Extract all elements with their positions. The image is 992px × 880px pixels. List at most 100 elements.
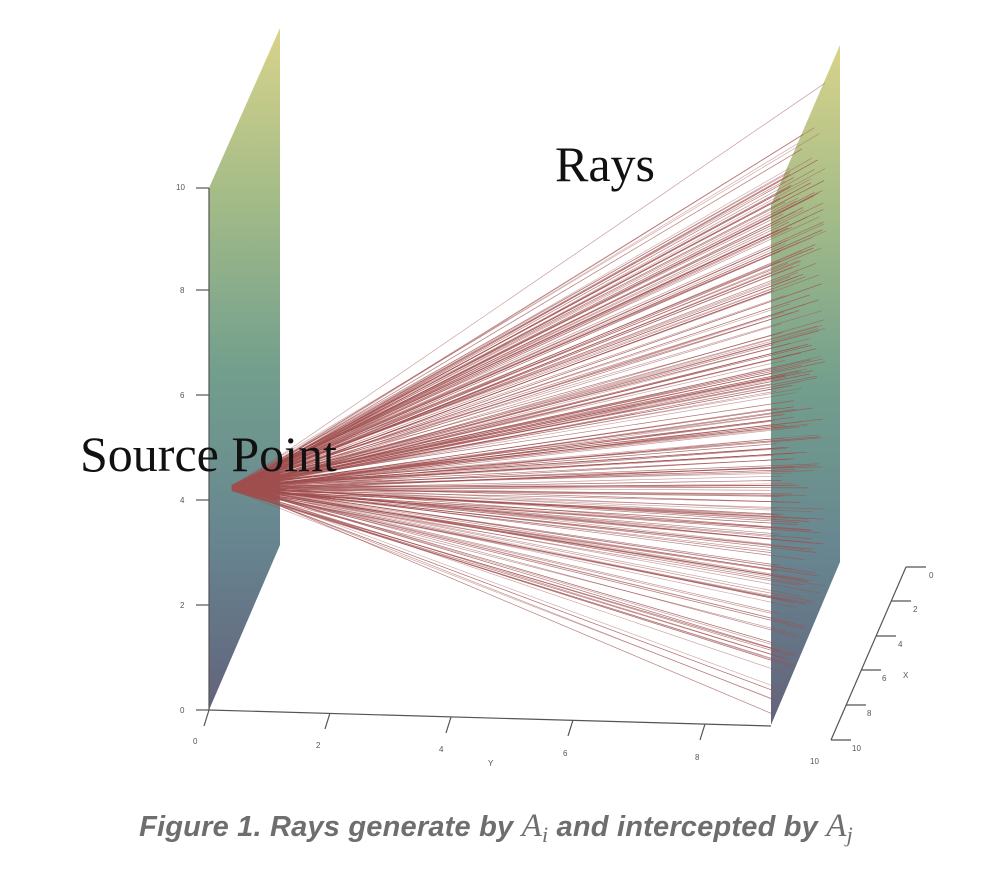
ray (231, 490, 785, 601)
vertical-tick-6: 6 (180, 391, 185, 400)
x-axis-label: X (903, 671, 909, 680)
ray (231, 489, 776, 701)
ray (231, 486, 817, 553)
ray (231, 437, 823, 487)
y-tick-10: 10 (810, 757, 819, 766)
source-point-label: Source Point (80, 426, 337, 482)
vertical-tick-8: 8 (180, 286, 185, 295)
ray (231, 486, 797, 608)
ray (231, 182, 811, 489)
ray (231, 464, 817, 492)
ray (231, 260, 800, 492)
ray (231, 485, 779, 599)
ray (231, 488, 813, 550)
ray (231, 180, 825, 487)
ray (231, 413, 784, 487)
target-subscript: j (846, 822, 853, 847)
y-tick-2: 2 (316, 741, 321, 750)
ray-diagram: 0 2 4 6 8 10 0 2 4 6 8 10 Y 0 2 4 6 8 10 (80, 28, 934, 768)
y-tick-6: 6 (563, 749, 568, 758)
ray (231, 323, 782, 491)
vertical-axis: 0 2 4 6 8 10 (176, 183, 210, 715)
x-axis: 0 2 4 6 8 10 X (830, 566, 934, 753)
ray (231, 82, 825, 490)
x-tick-6: 6 (882, 674, 887, 683)
y-axis: 0 2 4 6 8 10 Y (193, 709, 819, 768)
target-symbol: Aj (826, 808, 853, 847)
ray (231, 370, 813, 489)
x-tick-0: 0 (929, 571, 934, 580)
ray (231, 190, 823, 489)
ray (231, 488, 774, 661)
ray (231, 377, 817, 491)
ray (231, 443, 777, 489)
vertical-tick-10: 10 (176, 183, 185, 192)
ray (231, 434, 820, 487)
ray (231, 243, 786, 490)
ray (231, 381, 801, 490)
ray (231, 423, 810, 489)
vertical-tick-0: 0 (180, 706, 185, 715)
ray (231, 485, 809, 489)
ray (231, 484, 779, 510)
ray (231, 487, 790, 661)
ray (231, 227, 789, 488)
ray (231, 470, 814, 489)
ray (231, 213, 784, 487)
ray (231, 488, 790, 656)
ray (231, 143, 798, 489)
ray (231, 375, 818, 487)
ray (231, 485, 801, 503)
ray (231, 490, 812, 531)
ray (231, 207, 804, 489)
ray (231, 127, 815, 492)
figure-caption: Figure 1. Rays generate by Ai and interc… (0, 808, 992, 848)
source-panel (209, 28, 280, 710)
ray (231, 485, 816, 574)
ray (231, 276, 806, 489)
ray (231, 386, 784, 488)
source-subscript: i (541, 822, 549, 847)
ray (231, 488, 792, 667)
ray (231, 488, 780, 529)
ray (231, 489, 778, 572)
ray (231, 489, 799, 586)
ray (231, 226, 793, 491)
ray (231, 242, 782, 488)
ray (231, 447, 779, 491)
ray (231, 437, 786, 491)
ray (231, 274, 820, 490)
rays-label: Rays (555, 136, 655, 192)
ray (231, 167, 790, 490)
ray (231, 325, 823, 490)
ray (231, 486, 772, 700)
ray (231, 487, 808, 520)
ray (231, 485, 781, 690)
x-tick-8: 8 (867, 709, 872, 718)
ray (231, 377, 786, 489)
ray (231, 180, 785, 487)
ray (231, 490, 795, 666)
ray (231, 171, 790, 487)
ray (231, 418, 823, 486)
ray (231, 487, 772, 551)
vertical-tick-4: 4 (180, 496, 185, 505)
ray (231, 392, 796, 488)
ray (231, 489, 794, 635)
ray (231, 134, 803, 490)
ray (231, 332, 783, 486)
ray (231, 250, 782, 491)
ray (231, 133, 820, 486)
ray (231, 157, 812, 490)
ray (231, 303, 806, 486)
ray (231, 487, 806, 629)
ray (231, 345, 801, 488)
ray (231, 260, 802, 490)
y-tick-8: 8 (695, 753, 700, 762)
x-tick-2: 2 (913, 605, 918, 614)
ray (231, 485, 779, 647)
vertical-tick-2: 2 (180, 601, 185, 610)
y-tick-4: 4 (439, 745, 444, 754)
rays-group (231, 82, 827, 714)
ray (231, 466, 823, 486)
